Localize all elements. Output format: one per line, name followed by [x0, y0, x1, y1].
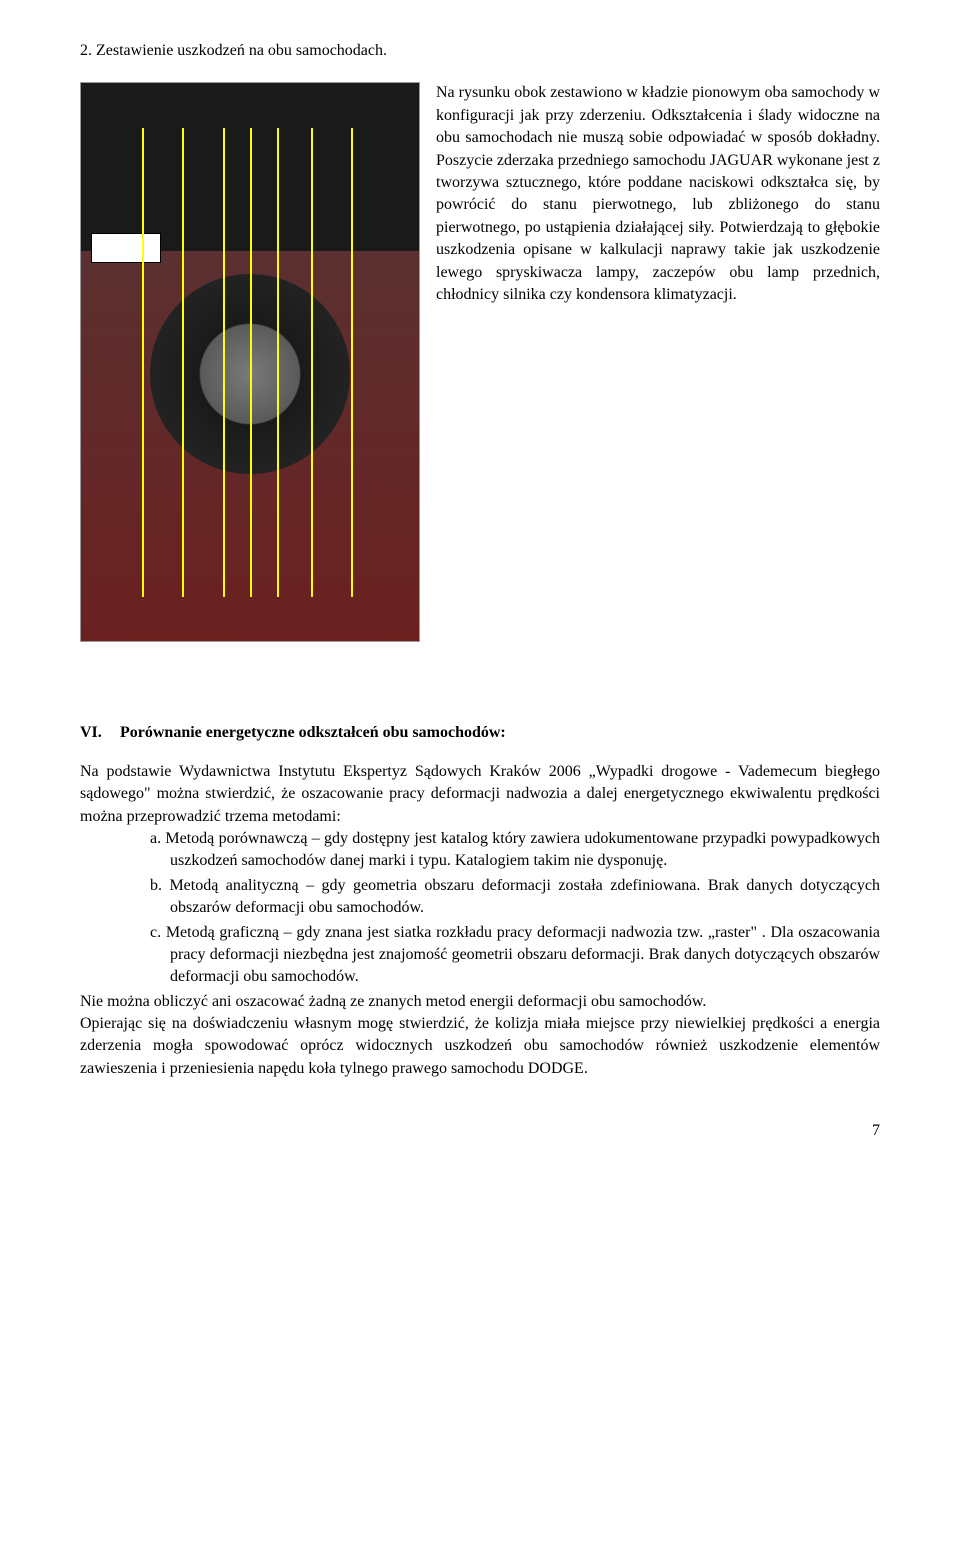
section-2-paragraph: Na rysunku obok zestawiono w kładzie pio…: [436, 82, 880, 642]
method-letter: c.: [150, 924, 161, 941]
section-vi-conclusion-2: Opierając się na doświadczeniu własnym m…: [80, 1013, 880, 1080]
section-2-heading: 2. Zestawienie uszkodzeń na obu samochod…: [80, 40, 880, 62]
method-text: Metodą porównawczą – gdy dostępny jest k…: [165, 830, 880, 869]
section-2-body: Na rysunku obok zestawiono w kładzie pio…: [80, 82, 880, 642]
method-item: a. Metodą porównawczą – gdy dostępny jes…: [150, 828, 880, 873]
section-vi-title: Porównanie energetyczne odkształceń obu …: [120, 724, 506, 741]
section-vi-intro: Na podstawie Wydawnictwa Instytutu Ekspe…: [80, 761, 880, 828]
method-list: a. Metodą porównawczą – gdy dostępny jes…: [80, 828, 880, 989]
method-letter: a.: [150, 830, 161, 847]
page-number: 7: [80, 1120, 880, 1142]
image-redaction-box: [91, 233, 161, 263]
method-text: Metodą graficzną – gdy znana jest siatka…: [166, 924, 880, 986]
method-letter: b.: [150, 877, 162, 894]
section-vi-heading: VI.Porównanie energetyczne odkształceń o…: [80, 722, 880, 744]
method-item: b. Metodą analityczną – gdy geometria ob…: [150, 875, 880, 920]
image-wheel: [150, 274, 350, 474]
composite-vehicle-image: [80, 82, 420, 642]
image-top-car: [81, 83, 419, 250]
section-vi-conclusion-1: Nie można obliczyć ani oszacować żadną z…: [80, 991, 880, 1013]
method-item: c. Metodą graficzną – gdy znana jest sia…: [150, 922, 880, 989]
method-text: Metodą analityczną – gdy geometria obsza…: [169, 877, 880, 916]
section-vi-roman: VI.: [80, 722, 120, 744]
